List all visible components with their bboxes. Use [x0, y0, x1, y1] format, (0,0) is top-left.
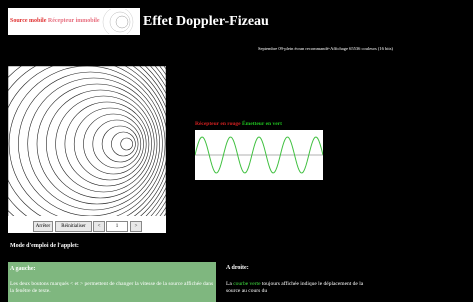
button[interactable]: > — [130, 221, 142, 232]
receiver-legend: Récepteur en rouge — [195, 121, 241, 127]
highlight: courbe verte — [233, 281, 260, 287]
source-label: Source mobile Récepteur immobile — [10, 18, 100, 24]
speed-field[interactable]: 1 — [106, 221, 128, 232]
button[interactable]: Arrêter — [33, 221, 53, 232]
receiver-text: Récepteur immobile — [48, 18, 100, 24]
instructions-heading: Mode d'emploi de l'applet: — [10, 243, 79, 249]
graph-legend: Récepteur en rouge Émetteur en vert — [195, 121, 282, 127]
note: Septembre 09-plein écran recommandé-Affi… — [258, 46, 393, 51]
button[interactable]: Réinitialiser — [55, 221, 92, 232]
right-title: A droite: — [226, 265, 249, 271]
graph — [195, 130, 323, 180]
text: La — [226, 281, 232, 287]
header-icon — [100, 9, 138, 34]
emitter-legend: Émetteur en vert — [242, 121, 282, 127]
button[interactable]: < — [93, 221, 105, 232]
source-text: Source mobile — [10, 18, 46, 24]
page: Source mobile Récepteur immobile Effet D… — [0, 0, 473, 297]
left-text: Les deux boutons marqués < et > permette… — [10, 281, 214, 295]
applet — [8, 66, 166, 233]
right-text: La courbe verte toujours affichée indiqu… — [226, 281, 376, 295]
left-panel: A gauche: Les deux boutons marqués < et … — [8, 262, 216, 302]
title: Effet Doppler-Fizeau — [143, 14, 269, 30]
left-title: A gauche: — [10, 266, 214, 272]
